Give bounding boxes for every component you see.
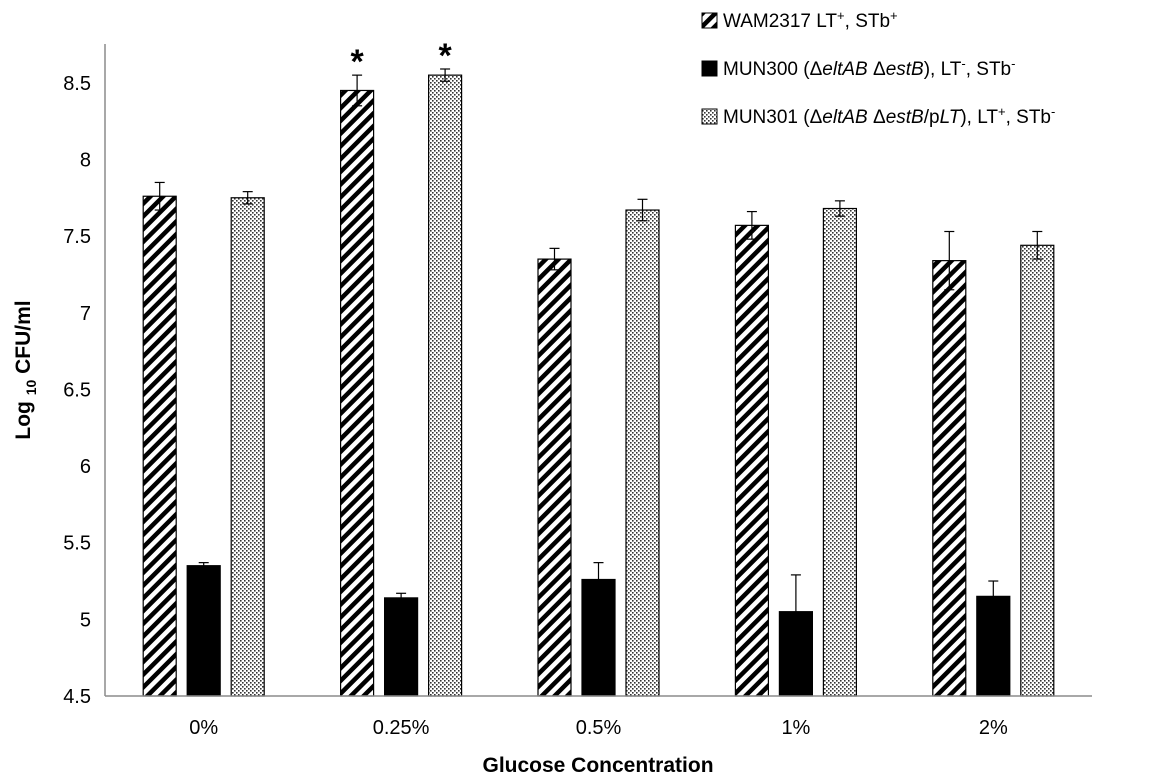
y-tick-label: 8 xyxy=(80,149,91,171)
bar xyxy=(822,207,858,697)
legend-swatch xyxy=(701,108,718,125)
x-tick-label: 0% xyxy=(189,717,218,739)
bar xyxy=(976,595,1011,697)
y-axis-title-main: Log xyxy=(12,395,35,439)
legend-label: MUN301 (ΔeltAB ΔestB/pLT), LT+, STb- xyxy=(723,104,1055,128)
bar xyxy=(625,209,660,697)
bar xyxy=(186,565,221,697)
bar xyxy=(581,578,616,697)
y-tick-labels: 4.5 5 5.5 6 6.5 7 7.5 8 8.5 xyxy=(63,73,91,708)
bar xyxy=(734,224,770,697)
y-tick-label: 5 xyxy=(80,609,91,631)
legend-item: WAM2317 LT+, STb+ xyxy=(701,8,898,32)
bar xyxy=(1020,244,1055,697)
legend-item: MUN300 (ΔeltAB ΔestB), LT-, STb- xyxy=(701,56,1015,80)
significance-marker: * xyxy=(350,43,364,81)
y-tick-label: 7.5 xyxy=(63,226,91,248)
significance-marker: * xyxy=(438,37,452,75)
annotations-layer: * * xyxy=(350,37,452,81)
bar xyxy=(142,195,177,697)
bar xyxy=(537,258,572,697)
y-tick-label: 7 xyxy=(80,303,91,325)
y-axis-title-unit: CFU/ml xyxy=(12,300,35,379)
x-axis-title: Glucose Concentration xyxy=(482,754,713,777)
y-axis-title: Log 10 CFU/ml xyxy=(12,300,39,439)
legend-label: MUN300 (ΔeltAB ΔestB), LT-, STb- xyxy=(723,56,1015,80)
bar xyxy=(340,89,375,697)
y-tick-label: 6.5 xyxy=(63,379,91,401)
y-tick-label: 8.5 xyxy=(63,73,91,95)
x-tick-labels: 0% 0.25% 0.5% 1% 2% xyxy=(189,717,1008,739)
y-axis-title-subscript: 10 xyxy=(23,380,39,396)
legend-item: MUN301 (ΔeltAB ΔestB/pLT), LT+, STb- xyxy=(701,104,1055,128)
x-tick-label: 0.5% xyxy=(576,717,622,739)
legend-label: WAM2317 LT+, STb+ xyxy=(723,8,898,32)
x-tick-label: 0.25% xyxy=(373,717,430,739)
bar xyxy=(384,597,419,697)
legend: WAM2317 LT+, STb+ MUN300 (ΔeltAB ΔestB), … xyxy=(701,8,1055,128)
plot-area: * * 4.555.566.577.588.5 0% 0.25% 0.5% 1% 2% xyxy=(63,37,1092,739)
bar xyxy=(230,197,265,697)
legend-swatch xyxy=(701,12,718,29)
x-tick-label: 1% xyxy=(781,717,810,739)
y-tick-label: 5.5 xyxy=(63,533,91,555)
y-tick-label: 6 xyxy=(80,456,91,478)
bars-layer xyxy=(142,74,1055,697)
legend-swatch xyxy=(701,60,718,77)
bar xyxy=(428,74,463,697)
x-tick-label: 2% xyxy=(979,717,1008,739)
bar xyxy=(932,260,967,697)
error-bars-layer xyxy=(154,68,1043,650)
y-tick-label: 4.5 xyxy=(63,686,91,708)
